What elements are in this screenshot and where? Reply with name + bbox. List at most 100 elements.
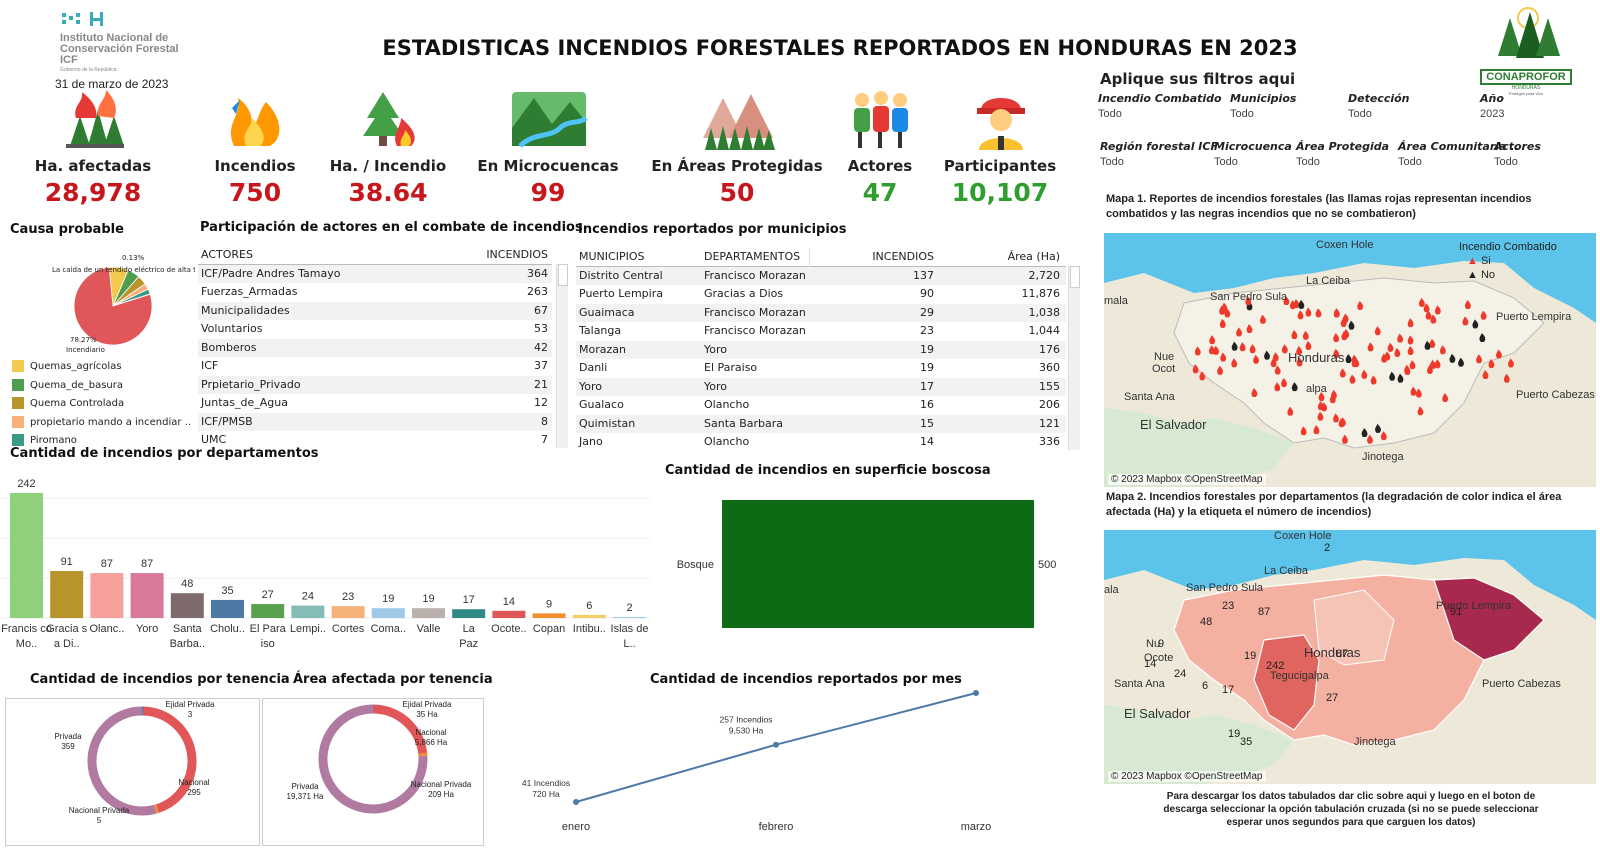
bar[interactable]	[372, 608, 405, 618]
causa-legend-item[interactable]: Quema_de_basura	[12, 379, 123, 393]
line-point[interactable]	[973, 690, 979, 696]
donut-slice[interactable]	[92, 711, 155, 811]
dept-count-label[interactable]: 87	[1336, 648, 1348, 660]
black-flame-icon: ▲	[1467, 269, 1478, 281]
bar[interactable]	[211, 600, 244, 618]
filter-value[interactable]: Todo	[1214, 156, 1292, 168]
filter-value[interactable]: Todo	[1494, 156, 1541, 168]
causa-legend-item[interactable]: Quema Controlada	[12, 397, 124, 411]
municipios-scrollbar[interactable]	[1068, 266, 1080, 450]
causa-legend-item[interactable]: propietario mando a incendiar ..	[12, 416, 191, 430]
causa-pie[interactable]: 0.13% La caida de un tendido eléctrico d…	[0, 248, 200, 358]
bar[interactable]	[332, 606, 365, 618]
dept-count-label[interactable]: 9	[1158, 638, 1164, 650]
dept-count-label[interactable]: 19	[1244, 650, 1256, 662]
bar[interactable]	[50, 571, 83, 618]
bar[interactable]	[131, 573, 164, 618]
line-point[interactable]	[773, 742, 779, 748]
dept-count-label[interactable]: 24	[1174, 668, 1186, 680]
filter-value[interactable]: Todo	[1230, 108, 1296, 120]
bar[interactable]	[573, 615, 606, 618]
bar[interactable]	[452, 609, 485, 618]
dept-count-label[interactable]: 91	[1450, 606, 1462, 618]
bar[interactable]	[722, 500, 1034, 628]
filter-value[interactable]: Todo	[1348, 108, 1410, 120]
filter-incendio-combatido[interactable]: Incendio Combatido Todo	[1098, 92, 1222, 120]
bar[interactable]	[533, 613, 566, 618]
x-tick-label: enero	[562, 821, 590, 833]
filter-value[interactable]: Todo	[1098, 108, 1222, 120]
bar[interactable]	[412, 608, 445, 618]
dept-count-label[interactable]: 23	[1222, 600, 1234, 612]
dept-count-label[interactable]: 14	[1144, 658, 1156, 670]
map1-legend-yes[interactable]: ▲ Si	[1467, 255, 1557, 267]
dept-count-label[interactable]: 35	[1240, 736, 1252, 748]
line-point[interactable]	[573, 799, 579, 805]
dept-count-label[interactable]: 48	[1200, 616, 1212, 628]
bar[interactable]	[90, 573, 123, 618]
bar[interactable]	[291, 606, 324, 618]
donut-slice[interactable]	[143, 711, 192, 809]
dept-count-label[interactable]: 87	[1258, 606, 1270, 618]
dept-count-label[interactable]: 19	[1228, 728, 1240, 740]
causa-small-pct: 0.13%	[122, 254, 144, 262]
actores-scroll-thumb[interactable]	[558, 264, 568, 286]
bar[interactable]	[171, 593, 204, 618]
download-note[interactable]: Para descargar los datos tabulados dar c…	[1146, 790, 1556, 829]
bar[interactable]	[251, 604, 284, 618]
causa-legend-item[interactable]: Quemas_agrícolas	[12, 360, 122, 374]
actores-scrollbar[interactable]	[556, 264, 568, 448]
map-place-label: Coxen Hole	[1316, 239, 1373, 251]
dept-count-label[interactable]: 242	[1266, 660, 1284, 672]
filter-value[interactable]: Todo	[1100, 156, 1218, 168]
dept-count-label[interactable]: 6	[1202, 680, 1208, 692]
map1-legend-no[interactable]: ▲ No	[1467, 269, 1557, 281]
dept-count-label[interactable]: 17	[1222, 684, 1234, 696]
dept-count-label[interactable]: 2	[1324, 542, 1330, 554]
donut-slice[interactable]	[155, 809, 157, 810]
municipios-scroll-thumb[interactable]	[1070, 266, 1080, 288]
dept-count-label[interactable]: 27	[1326, 692, 1338, 704]
map-place-label: San Pedro Sula	[1210, 291, 1287, 303]
mun-col-area: Área (Ha)	[1008, 248, 1060, 267]
filter-value[interactable]: 2023	[1480, 108, 1504, 120]
bar[interactable]	[613, 617, 646, 618]
bar[interactable]	[492, 611, 525, 618]
filter-value[interactable]: Todo	[1296, 156, 1389, 168]
bar[interactable]	[10, 493, 43, 618]
filter-label: Incendio Combatido	[1098, 92, 1222, 105]
